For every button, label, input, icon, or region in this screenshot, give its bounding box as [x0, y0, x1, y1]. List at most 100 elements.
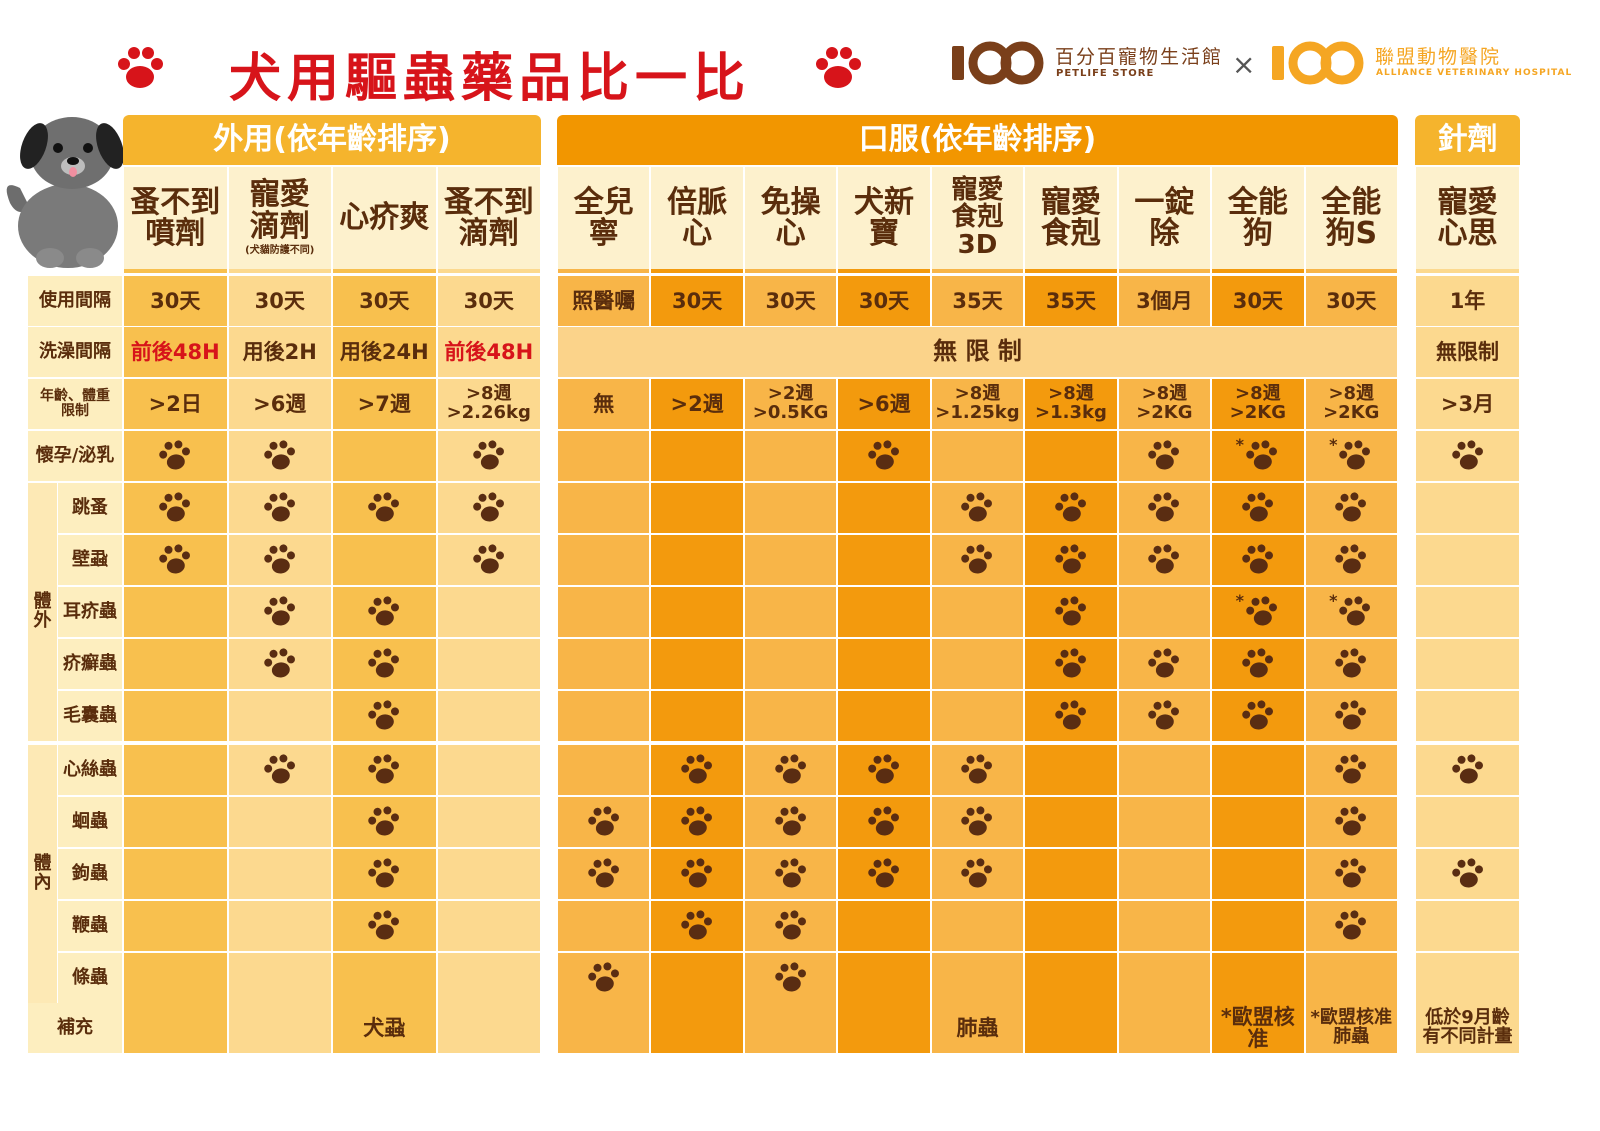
group-header: 外用(依年齡排序): [123, 115, 541, 165]
table-cell: [744, 639, 837, 689]
paw-icon: [1148, 700, 1180, 730]
table-cell: [1416, 535, 1519, 585]
paw-icon: [1148, 544, 1180, 574]
table-cell: [1118, 639, 1211, 689]
table-cell: [931, 691, 1024, 741]
paw-icon: [368, 648, 400, 678]
paw-icon: [159, 440, 191, 470]
table-cell: [558, 953, 650, 1003]
table-cell: [931, 797, 1024, 847]
table-cell: [228, 901, 331, 951]
section-label: 體 內: [28, 745, 57, 1003]
table-cell: [1212, 639, 1304, 689]
table-cell: [437, 639, 540, 689]
table-cell: >8週 >2KG: [1305, 379, 1397, 429]
paw-icon: [681, 910, 713, 940]
paw-icon: [961, 858, 993, 888]
row-label: 心絲蟲: [58, 745, 122, 795]
paw-icon: [368, 910, 400, 940]
table-cell: [651, 849, 743, 899]
paw-icon: [263, 440, 295, 470]
paw-icon: [159, 492, 191, 522]
table-cell: 30天: [124, 276, 227, 326]
table-cell: [228, 953, 331, 1003]
table-cell: [1305, 639, 1397, 689]
table-cell: [437, 901, 540, 951]
table-cell: [651, 691, 743, 741]
product-label: 心疥爽: [339, 200, 430, 236]
dog-illustration: [6, 117, 124, 268]
table-cell: [437, 953, 540, 1003]
brand-name: 百分百寵物生活館: [1055, 46, 1224, 68]
table-cell: [333, 953, 436, 1003]
row-label: 條蟲: [58, 953, 122, 1003]
table-cell: [1416, 639, 1519, 689]
table-cell: [437, 849, 540, 899]
table-cell: *歐盟核准 肺蟲: [1305, 1003, 1397, 1053]
product-label: 蚤不到 滴劑: [443, 184, 534, 251]
table-cell: [558, 587, 650, 637]
product-label: 寵愛 食剋: [1040, 184, 1101, 251]
table-cell: [838, 901, 930, 951]
table-cell: [744, 849, 837, 899]
table-cell: [1118, 483, 1211, 533]
table-cell: >6週: [838, 379, 930, 429]
table-cell: 前後48H: [124, 327, 227, 377]
table-cell: [838, 691, 930, 741]
asterisk: *: [1235, 435, 1245, 454]
table-cell: [333, 639, 436, 689]
table-cell: 30天: [228, 276, 331, 326]
table-cell: [228, 1003, 331, 1053]
table-cell: [931, 535, 1024, 585]
group-header: 口服(依年齡排序): [557, 115, 1398, 165]
paw-icon: [681, 858, 713, 888]
table-cell: [931, 587, 1024, 637]
table-cell: [558, 535, 650, 585]
product-name: 全能 狗S: [1305, 167, 1397, 273]
table-cell: >3月: [1416, 379, 1519, 429]
table-cell: [1025, 953, 1117, 1003]
table-cell: [651, 431, 743, 481]
paw-icon: [1335, 492, 1367, 522]
table-cell: [838, 953, 930, 1003]
row-label: 毛囊蟲: [58, 691, 122, 741]
table-cell: [228, 745, 331, 795]
table-cell: [1416, 587, 1519, 637]
table-cell: [1025, 849, 1117, 899]
table-cell: [228, 431, 331, 481]
paw-icon: [681, 754, 713, 784]
asterisk: *: [1329, 591, 1338, 610]
paw-icon: [961, 806, 993, 836]
product-name: 全兒 寧: [558, 167, 650, 273]
paw-icon: [961, 754, 993, 784]
table-cell: [838, 587, 930, 637]
paw-icon: [1242, 700, 1273, 730]
table-cell: [1212, 849, 1304, 899]
table-cell: [931, 745, 1024, 795]
table-cell: [1416, 691, 1519, 741]
alliance-logo: [1272, 41, 1364, 85]
table-cell: [1416, 953, 1519, 1003]
paw-icon: [1335, 858, 1367, 888]
table-cell: [558, 1003, 650, 1053]
paw-icon: [1055, 596, 1086, 626]
paw-icon: [1335, 648, 1367, 678]
product-name: 蚤不到 滴劑: [437, 167, 540, 273]
table-cell: [558, 849, 650, 899]
brand-english: PETLIFE STORE: [1056, 68, 1155, 79]
table-cell: 30天: [744, 276, 837, 326]
table-cell: 無限制: [1416, 327, 1519, 377]
paw-icon: [368, 754, 400, 784]
table-cell: >2週: [651, 379, 743, 429]
table-cell: 照醫囑: [558, 276, 650, 326]
table-cell: [1118, 431, 1211, 481]
paw-icon: [1055, 648, 1086, 678]
table-cell: [124, 797, 227, 847]
paw-icon: [368, 492, 400, 522]
table-cell: [1416, 483, 1519, 533]
paw-icon: [472, 544, 504, 574]
product-name: 犬新 寶: [838, 167, 930, 273]
paw-icon: [1339, 596, 1371, 626]
table-cell: >8週 >1.25kg: [931, 379, 1024, 429]
table-cell: [333, 535, 436, 585]
